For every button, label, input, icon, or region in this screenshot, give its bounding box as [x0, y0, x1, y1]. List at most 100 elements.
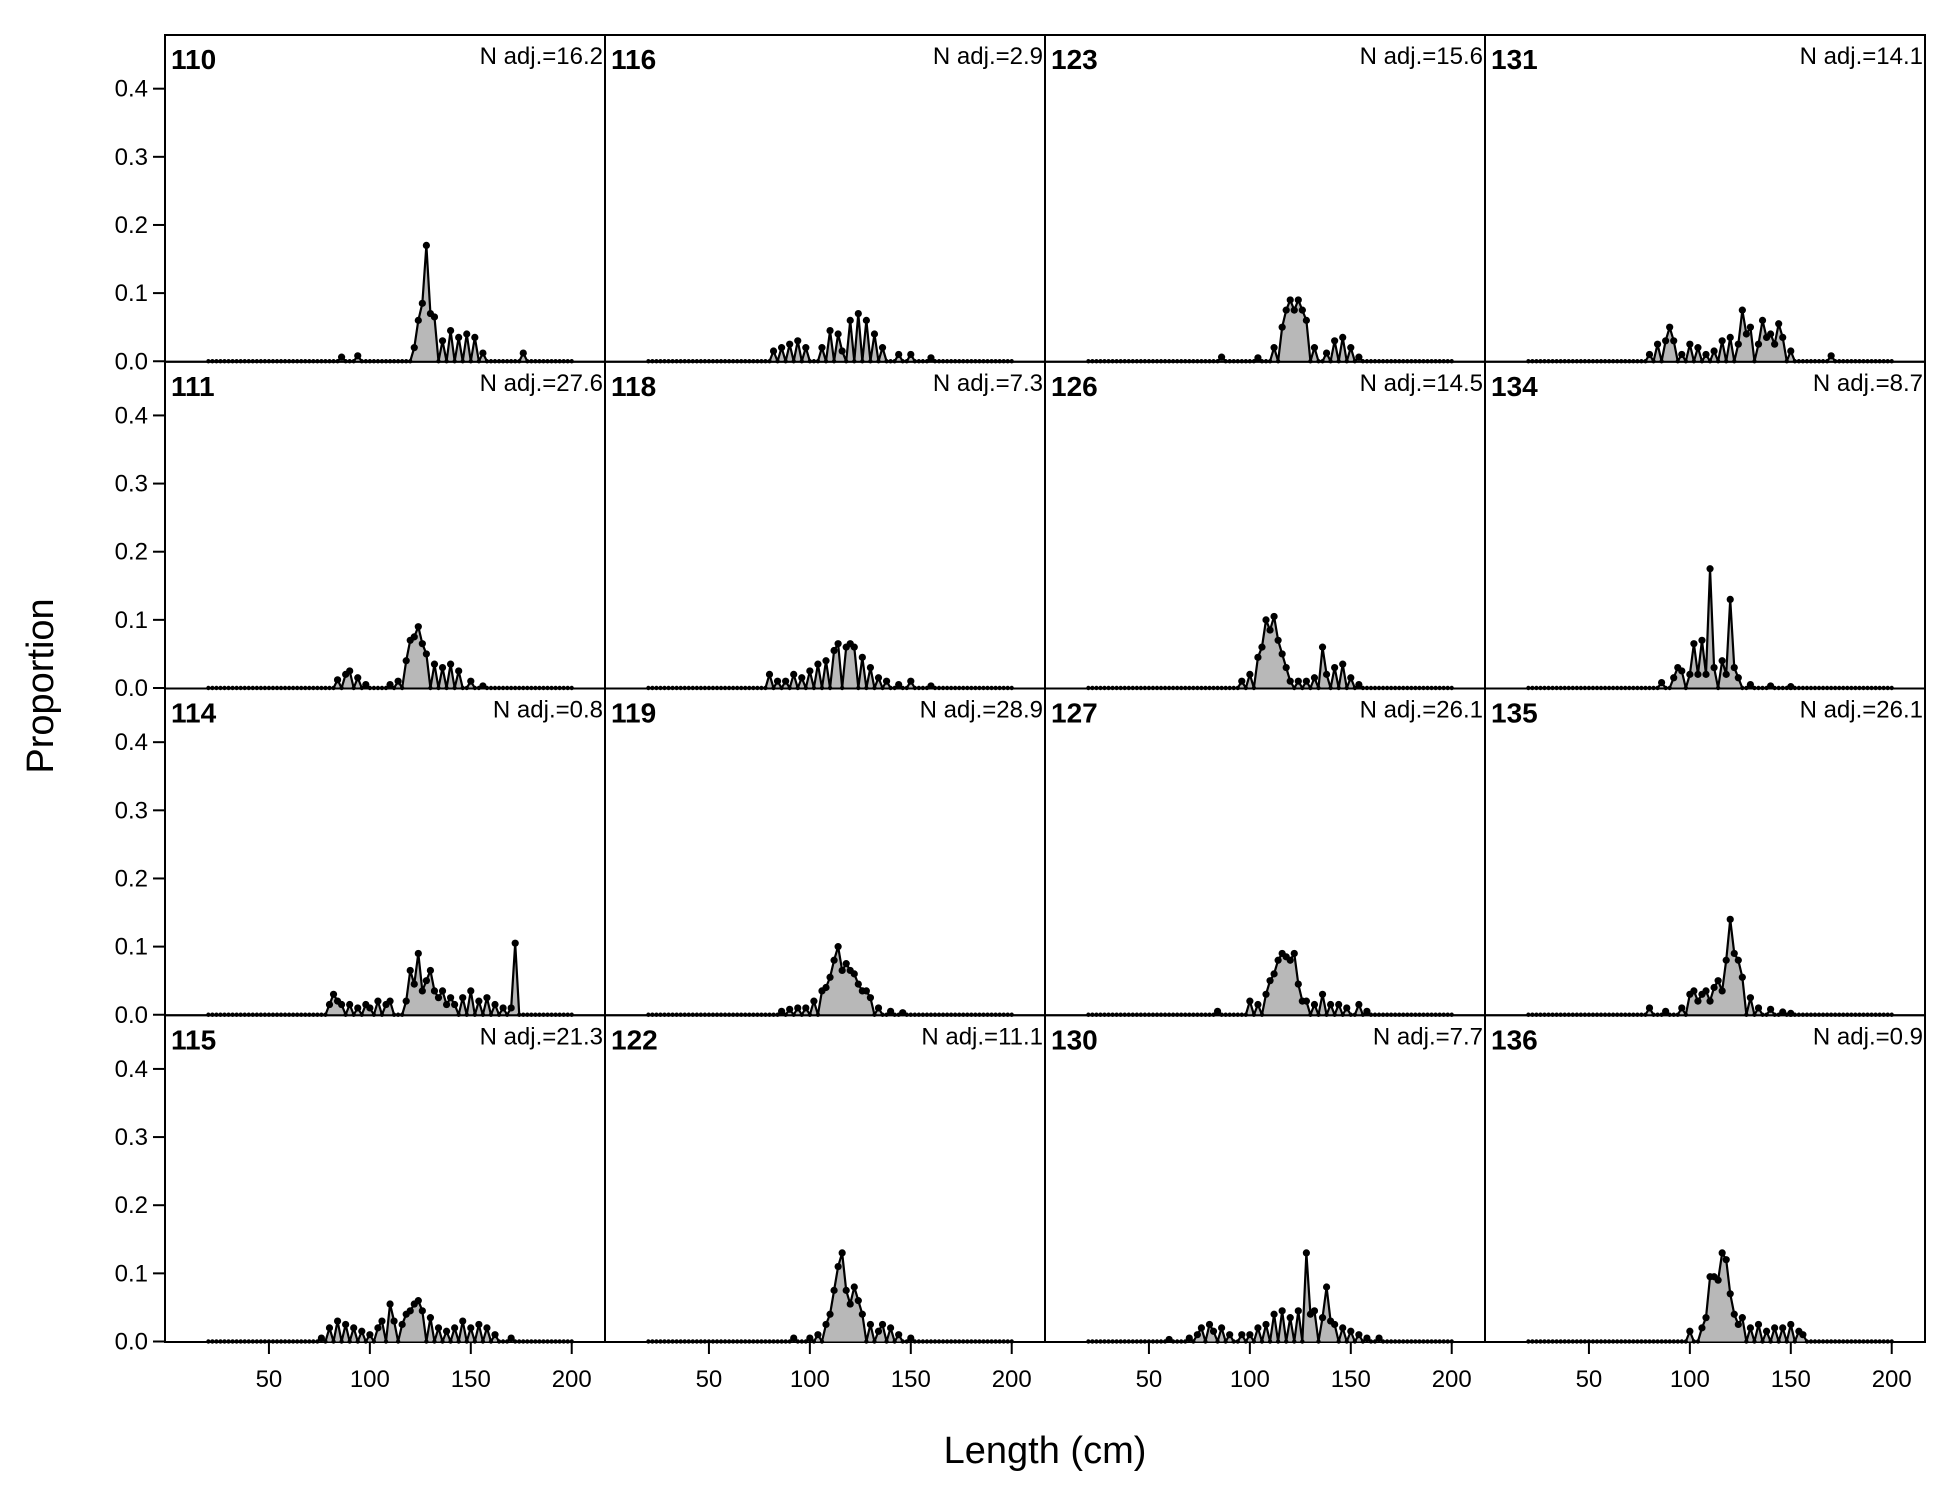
data-point — [866, 663, 875, 672]
data-point — [438, 663, 447, 672]
data-point — [1254, 354, 1262, 362]
data-point — [1336, 1339, 1341, 1344]
data-point — [842, 960, 850, 968]
x-tick-label: 200 — [1432, 1366, 1472, 1393]
data-point — [1771, 1324, 1779, 1332]
data-point — [517, 1339, 522, 1344]
data-point — [771, 1339, 776, 1344]
data-point — [722, 1339, 728, 1344]
data-point — [1686, 670, 1694, 678]
data-point — [1889, 1339, 1894, 1344]
data-point — [1562, 1339, 1567, 1344]
data-point — [513, 1339, 518, 1344]
data-point — [371, 1339, 377, 1344]
data-point — [814, 1331, 822, 1339]
data-point — [1302, 677, 1310, 685]
data-point — [410, 980, 418, 988]
data-point — [1278, 1307, 1286, 1315]
data-point — [511, 939, 519, 947]
data-point — [948, 1339, 954, 1344]
data-point — [1310, 1000, 1319, 1009]
data-point — [354, 352, 362, 360]
data-point — [354, 674, 362, 682]
data-point — [366, 1331, 374, 1339]
panel-id-label: 135 — [1491, 698, 1538, 729]
data-point — [488, 1339, 494, 1344]
data-point — [783, 1339, 788, 1344]
panel-id-label: 123 — [1051, 44, 1098, 75]
data-point — [874, 674, 883, 682]
data-point — [1294, 677, 1302, 685]
data-point — [418, 1307, 426, 1315]
data-point — [1347, 674, 1355, 682]
data-point — [1643, 1339, 1648, 1344]
data-point — [961, 1339, 966, 1344]
data-point — [1134, 1339, 1140, 1344]
data-point — [932, 1339, 938, 1344]
data-point — [467, 677, 475, 685]
data-point — [504, 1339, 510, 1344]
data-point — [307, 1339, 312, 1344]
data-point — [1828, 1339, 1834, 1344]
area-fill — [208, 245, 572, 362]
data-point — [1820, 1339, 1826, 1344]
data-point — [1799, 1331, 1807, 1339]
data-point — [1718, 1249, 1726, 1257]
data-point — [1318, 990, 1327, 998]
data-point — [1142, 1339, 1148, 1344]
data-point — [763, 1339, 768, 1344]
data-point — [1294, 296, 1302, 304]
data-point — [1730, 1310, 1738, 1318]
data-point — [242, 1339, 247, 1344]
data-point — [1606, 1339, 1612, 1344]
data-point — [1623, 1339, 1628, 1344]
data-point — [1865, 1339, 1870, 1344]
data-point — [426, 1314, 435, 1322]
data-point — [323, 1339, 328, 1344]
area-fill — [208, 1300, 572, 1342]
data-point — [1542, 1339, 1547, 1344]
data-point — [394, 677, 402, 685]
data-point — [1339, 333, 1347, 341]
data-point — [1784, 1339, 1789, 1344]
data-point — [778, 344, 786, 352]
data-point — [1534, 1339, 1539, 1344]
data-point — [1526, 1339, 1531, 1344]
y-tick-label: 0.3 — [115, 1124, 148, 1151]
panel-119: 119 N adj.=28.9 — [604, 687, 1046, 1017]
data-point — [1675, 1339, 1680, 1344]
data-point — [303, 1339, 308, 1344]
data-point — [1702, 1314, 1710, 1322]
data-point — [1098, 1339, 1103, 1344]
data-point — [882, 677, 891, 685]
y-tick-label: 0.2 — [115, 212, 148, 239]
data-point — [1734, 340, 1742, 348]
data-point — [920, 1339, 926, 1344]
panel-131: 131 N adj.=14.1 — [1484, 34, 1926, 364]
data-point — [1344, 1339, 1349, 1344]
data-point — [1582, 1339, 1588, 1344]
data-point — [1302, 316, 1310, 324]
data-point — [459, 994, 467, 1002]
data-point — [1363, 1334, 1371, 1342]
data-point — [1722, 956, 1730, 964]
series-line — [1088, 298, 1452, 363]
data-point — [866, 1320, 875, 1329]
data-point — [1318, 1314, 1327, 1322]
data-point — [422, 241, 430, 250]
x-tick-label: 200 — [552, 1366, 592, 1393]
data-point — [1857, 1339, 1862, 1344]
data-point — [414, 316, 422, 324]
data-point — [1226, 1331, 1234, 1339]
data-point — [1246, 997, 1254, 1005]
data-point — [1405, 1339, 1410, 1344]
data-point — [1223, 1339, 1228, 1344]
data-point — [1235, 1339, 1240, 1344]
data-point — [826, 1310, 834, 1318]
data-point — [818, 344, 826, 352]
data-point — [834, 943, 842, 951]
data-point — [569, 1339, 574, 1344]
data-point — [678, 1339, 683, 1344]
area-fill — [648, 1252, 1012, 1342]
data-point — [1754, 1004, 1763, 1012]
